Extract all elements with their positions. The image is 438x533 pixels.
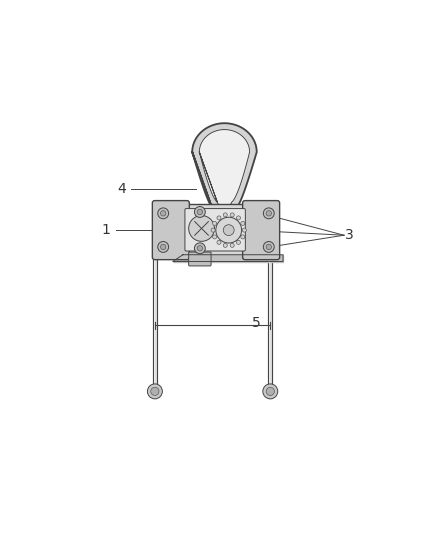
Circle shape <box>241 235 245 239</box>
FancyBboxPatch shape <box>189 252 211 266</box>
Text: 2: 2 <box>262 199 271 213</box>
Polygon shape <box>192 123 257 213</box>
Polygon shape <box>199 130 250 206</box>
Circle shape <box>211 228 215 232</box>
Circle shape <box>263 384 278 399</box>
Circle shape <box>223 225 234 236</box>
Circle shape <box>160 244 166 249</box>
FancyBboxPatch shape <box>243 200 279 260</box>
Circle shape <box>230 213 234 217</box>
Circle shape <box>237 216 240 220</box>
Text: 1: 1 <box>102 223 111 237</box>
Circle shape <box>263 208 274 219</box>
Circle shape <box>158 241 169 252</box>
Circle shape <box>197 246 203 251</box>
Circle shape <box>212 235 217 239</box>
Circle shape <box>242 228 246 232</box>
FancyBboxPatch shape <box>152 200 189 260</box>
Circle shape <box>158 208 169 219</box>
Circle shape <box>241 221 245 225</box>
Circle shape <box>217 216 221 220</box>
Circle shape <box>266 387 275 395</box>
Circle shape <box>266 244 272 249</box>
Text: 3: 3 <box>345 228 354 242</box>
Circle shape <box>197 209 203 215</box>
Circle shape <box>212 221 217 225</box>
Circle shape <box>230 244 234 247</box>
FancyBboxPatch shape <box>185 208 245 251</box>
Circle shape <box>217 240 221 244</box>
Circle shape <box>223 213 227 217</box>
Circle shape <box>151 387 159 395</box>
Circle shape <box>194 206 205 217</box>
Polygon shape <box>173 255 283 262</box>
Circle shape <box>148 384 162 399</box>
Circle shape <box>216 217 242 243</box>
Circle shape <box>263 241 274 252</box>
Text: 4: 4 <box>117 182 126 196</box>
Circle shape <box>194 243 205 254</box>
Circle shape <box>266 211 272 216</box>
Text: 5: 5 <box>251 317 260 330</box>
Circle shape <box>237 240 240 244</box>
FancyBboxPatch shape <box>153 205 279 256</box>
Circle shape <box>160 211 166 216</box>
Circle shape <box>223 244 227 247</box>
Circle shape <box>189 215 215 241</box>
